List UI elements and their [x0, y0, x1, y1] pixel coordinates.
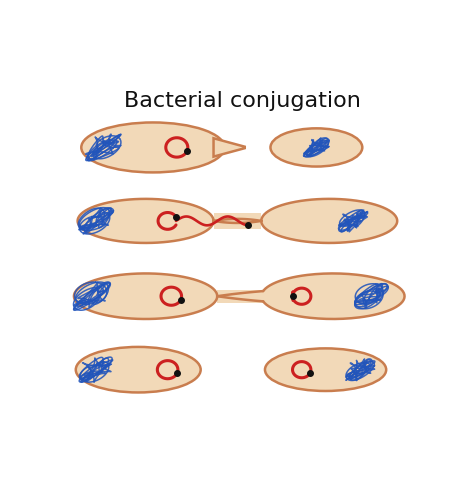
Ellipse shape [78, 199, 213, 243]
Ellipse shape [76, 347, 201, 393]
Ellipse shape [265, 348, 386, 391]
Ellipse shape [74, 274, 217, 319]
Ellipse shape [261, 199, 397, 243]
Ellipse shape [261, 274, 404, 319]
Text: Bacterial conjugation: Bacterial conjugation [125, 92, 361, 111]
Polygon shape [217, 290, 263, 303]
Ellipse shape [271, 128, 362, 166]
Polygon shape [213, 138, 245, 156]
Ellipse shape [82, 123, 225, 172]
Polygon shape [213, 213, 261, 229]
